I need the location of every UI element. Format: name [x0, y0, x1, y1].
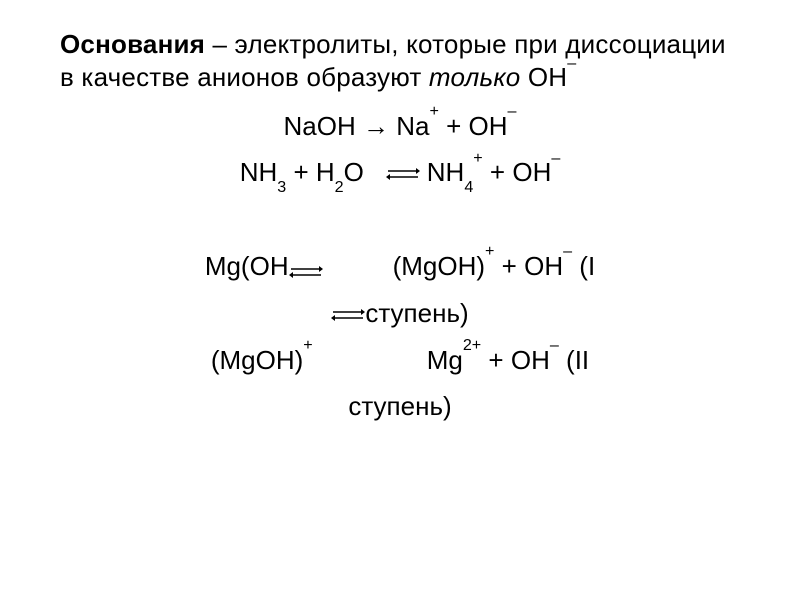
eq2-h2o-o: O [344, 157, 364, 187]
definition-only: только [429, 62, 521, 92]
term-bases: Основания [60, 29, 205, 59]
eq1-oh-charge: – [508, 102, 517, 120]
slide: Основания – электролиты, которые при дис… [0, 0, 800, 600]
eq4-mgoh-sup: + [303, 336, 312, 354]
eq3-oh-sup: – [563, 242, 572, 260]
eq3-mgoh-sup: + [485, 242, 494, 260]
eq1-plus: + [439, 111, 469, 141]
eq4-oh: OH [511, 345, 550, 375]
eq4-oh-sup: – [550, 336, 559, 354]
arrow-right-icon: → [363, 103, 389, 150]
eq2-plus1: + [286, 157, 316, 187]
eq3-tail: (I [572, 251, 595, 281]
definition-paragraph: Основания – электролиты, которые при дис… [60, 28, 740, 95]
eq2-oh: OH [512, 157, 551, 187]
eq3-mgoh: (MgOH) [393, 251, 485, 281]
equation-3: Mg(OH(MgOH)+ + OH– (I [60, 243, 740, 290]
eq1-na-charge: + [429, 102, 438, 120]
eq1-lhs: NaOH [284, 111, 356, 141]
eq4-tail: (II [559, 345, 589, 375]
eq3-mgoh2: Mg(OH [205, 251, 289, 281]
oh-superscript: – [567, 54, 576, 72]
equilibrium-arrow-icon [386, 165, 420, 183]
equation-2: NH3 + H2O NH4+ + OH– [60, 149, 740, 196]
eq4-mg: Mg [427, 345, 463, 375]
equilibrium-arrow-icon [289, 263, 323, 281]
eq3-oh: OH [524, 251, 563, 281]
eq2-nh3-sub: 3 [277, 178, 286, 196]
eq4-mg-sup: 2+ [463, 336, 481, 354]
eq2-nh3-a: NH [240, 157, 278, 187]
definition-body-2: ОН [520, 62, 567, 92]
eq2-plus2: + [483, 157, 513, 187]
eq3-step: ступень) [365, 298, 468, 328]
eq2-h2o-h: H [316, 157, 335, 187]
equation-4: (MgOH)+Mg2+ + OH– (II [60, 337, 740, 384]
equation-3-line2: ступень) [60, 290, 740, 337]
eq2-nh4: NH [427, 157, 465, 187]
eq1-oh: OH [469, 111, 508, 141]
equation-4-line2: ступень) [60, 383, 740, 430]
equation-1: NaOH → Na+ + OH– [60, 103, 740, 150]
equations-block: NaOH → Na+ + OH– NH3 + H2O NH4+ + OH– Mg… [60, 103, 740, 431]
eq3-plus: + [494, 251, 524, 281]
eq2-nh4-sup: + [473, 149, 482, 167]
eq2-nh4-sub: 4 [464, 178, 473, 196]
eq4-mgoh: (MgOH) [211, 345, 303, 375]
eq2-h2o-sub: 2 [335, 178, 344, 196]
spacer-line [60, 196, 740, 243]
eq4-plus: + [481, 345, 511, 375]
eq4-step: ступень) [348, 391, 451, 421]
equilibrium-arrow-icon [331, 306, 365, 324]
eq2-oh-sup: – [551, 149, 560, 167]
dash: – [205, 29, 235, 59]
eq1-na: Na [396, 111, 429, 141]
